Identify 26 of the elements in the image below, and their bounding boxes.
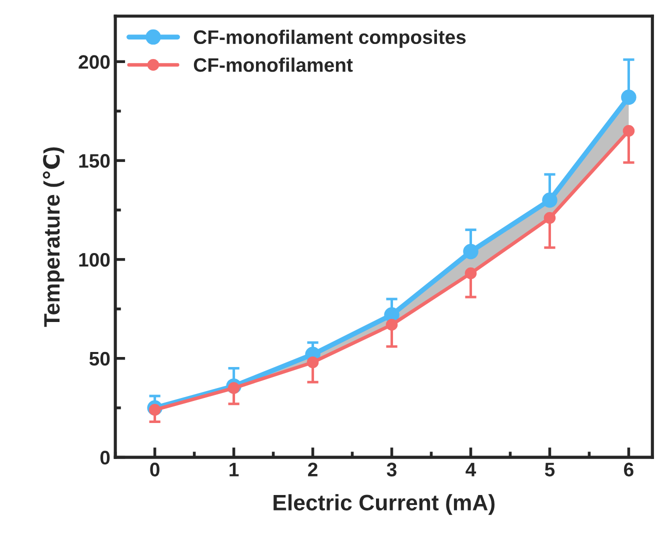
- y-tick-label: 0: [100, 450, 110, 465]
- y-tick-label: 150: [79, 154, 110, 168]
- y-axis-title: Temperature (℃): [42, 147, 64, 327]
- point: [228, 382, 240, 394]
- point: [386, 318, 398, 331]
- point: [621, 90, 636, 105]
- x-tick-label: 1: [230, 462, 239, 476]
- point: [542, 192, 558, 208]
- legend-label: CF-monofilament composites: [194, 30, 466, 48]
- y-tick-label: 200: [78, 55, 110, 69]
- legend-label: CF-monofilament: [194, 58, 353, 72]
- y-tick-label: 100: [79, 252, 110, 267]
- point: [464, 267, 477, 280]
- x-tick-label: 4: [466, 462, 476, 476]
- point: [463, 244, 478, 260]
- point: [622, 124, 635, 137]
- x-tick-label: 3: [386, 462, 396, 476]
- x-axis-title: Electric Current (mA): [274, 494, 495, 515]
- point: [544, 212, 556, 224]
- x-tick-label: 6: [624, 462, 634, 476]
- x-tick-label: 5: [544, 462, 555, 476]
- y-tick-label: 50: [89, 352, 110, 366]
- point: [306, 356, 319, 368]
- x-tick-label: 0: [150, 462, 160, 476]
- x-tick-label: 2: [308, 462, 318, 476]
- point: [148, 404, 161, 416]
